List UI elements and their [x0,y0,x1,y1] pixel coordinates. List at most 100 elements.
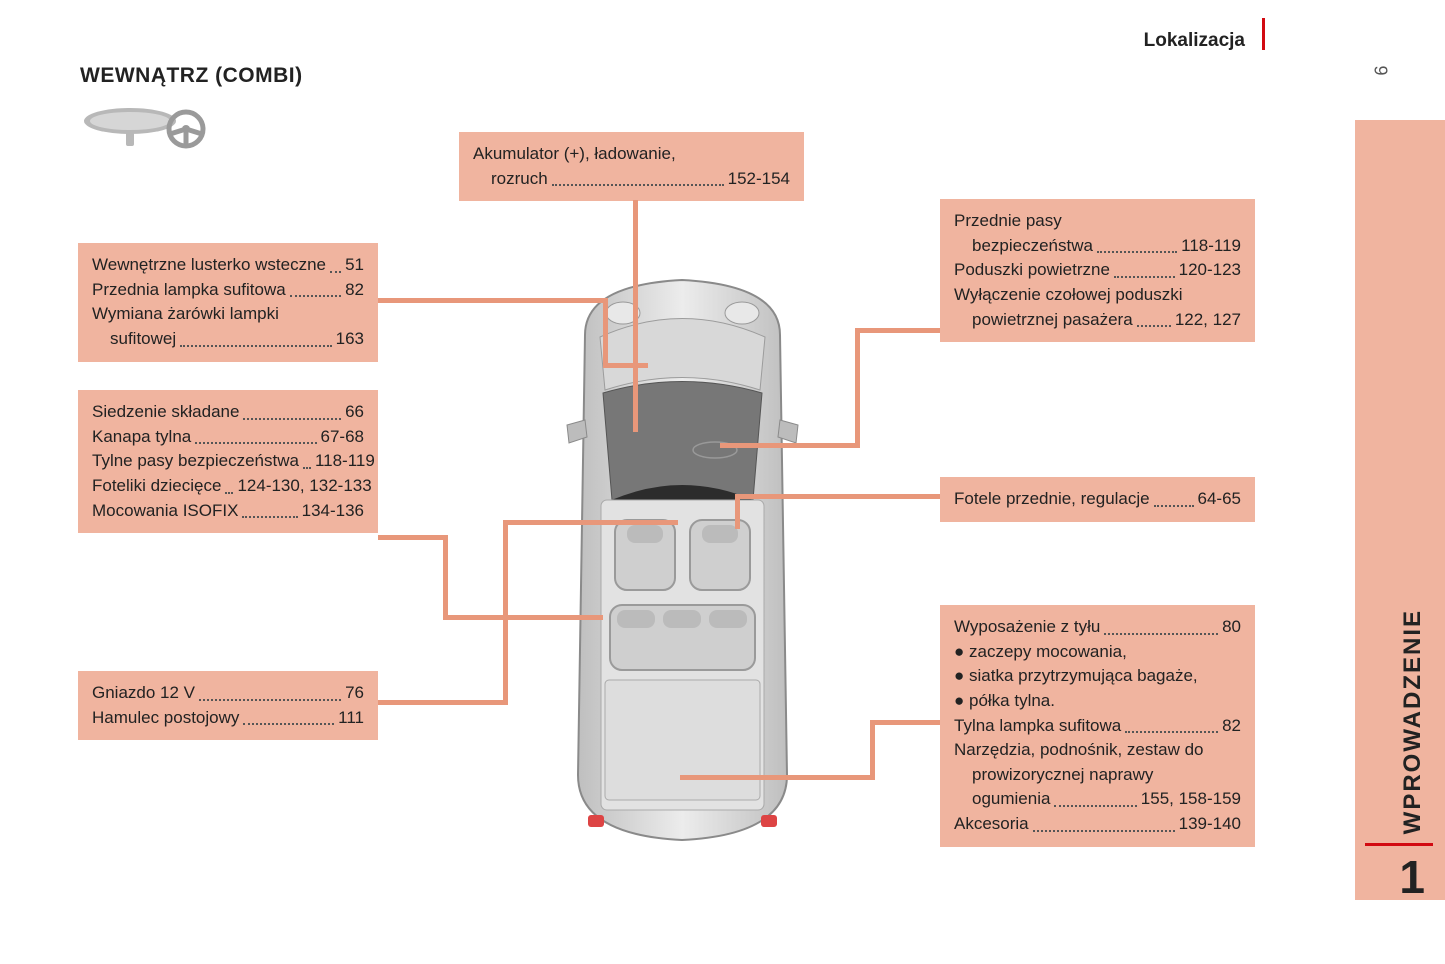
callout-line: Poduszki powietrzne120-123 [954,258,1241,283]
callout-line: Gniazdo 12 V 76 [92,681,364,706]
accent-bar [1262,18,1265,50]
callout-line: Wymiana żarówki lampki [92,302,364,327]
callout-text: sufitowej [92,327,176,352]
chapter-rule [1365,843,1433,846]
callout-line: Wewnętrzne lusterko wsteczne 51 [92,253,364,278]
dot-leader [303,449,311,469]
dot-leader [1054,787,1136,807]
dot-leader [330,253,341,273]
callout-left1: Wewnętrzne lusterko wsteczne51Przednia l… [78,243,378,362]
page-ref: 134-136 [302,499,364,524]
callout-line: ogumienia155, 158-159 [954,787,1241,812]
page-ref: 155, 158-159 [1141,787,1241,812]
leader-line [378,535,448,540]
callout-text: ● zaczepy mocowania, [954,640,1127,665]
callout-line: Tylne pasy bezpieczeństwa118-119 [92,449,364,474]
dot-leader [1033,812,1175,832]
callout-text: Akcesoria [954,812,1029,837]
callout-text: ● półka tylna. [954,689,1055,714]
callout-text: rozruch [473,167,548,192]
callout-right2: Fotele przednie, regulacje 64-65 [940,477,1255,522]
leader-line [855,328,860,448]
callout-right3: Wyposażenie z tyłu80● zaczepy mocowania,… [940,605,1255,847]
callout-left2: Siedzenie składane 66Kanapa tylna67-68Tyl… [78,390,378,533]
leader-line [378,700,508,705]
dot-leader [180,327,331,347]
callout-text: bezpieczeństwa [954,234,1093,259]
callout-text: Wyposażenie z tyłu [954,615,1100,640]
callout-line: Akumulator (+), ładowanie, [473,142,790,167]
callout-line: Hamulec postojowy111 [92,706,364,731]
callout-line: Akcesoria 139-140 [954,812,1241,837]
page-ref: 111 [338,706,364,731]
page-ref: 124-130, 132-133 [237,474,371,499]
dot-leader [1154,487,1194,507]
callout-line: Mocowania ISOFIX 134-136 [92,499,364,524]
dot-leader [1137,308,1171,328]
section-title: WEWNĄTRZ (COMBI) [80,64,303,88]
callout-text: Akumulator (+), ładowanie, [473,142,676,167]
callout-text: Tylne pasy bezpieczeństwa [92,449,299,474]
callout-text: Foteliki dziecięce [92,474,221,499]
callout-line: sufitowej 163 [92,327,364,352]
callout-line: Przednia lampka sufitowa 82 [92,278,364,303]
callout-line: Przednie pasy [954,209,1241,234]
dot-leader [195,425,316,445]
dot-leader [243,400,341,420]
callout-right1: Przednie pasybezpieczeństwa118-119Podusz… [940,199,1255,342]
callout-text: Fotele przednie, regulacje [954,487,1150,512]
callout-line: bezpieczeństwa118-119 [954,234,1241,259]
callout-line: Kanapa tylna67-68 [92,425,364,450]
dot-leader [225,474,233,494]
page-ref: 152-154 [728,167,790,192]
callout-text: Przednia lampka sufitowa [92,278,286,303]
callout-line: Narzędzia, podnośnik, zestaw do [954,738,1241,763]
callout-text: Wyłączenie czołowej poduszki [954,283,1183,308]
dot-leader [1125,714,1218,734]
callout-line: ● półka tylna. [954,689,1241,714]
page-ref: 64-65 [1198,487,1241,512]
callout-text: Gniazdo 12 V [92,681,195,706]
callout-line: Fotele przednie, regulacje 64-65 [954,487,1241,512]
callout-line: Wyłączenie czołowej poduszki [954,283,1241,308]
page-ref: 76 [345,681,364,706]
car-diagram [555,275,810,845]
page-ref: 163 [336,327,364,352]
page-ref: 118-119 [315,449,375,474]
leader-line [503,520,508,705]
dot-leader [1097,234,1177,254]
callout-text: Siedzenie składane [92,400,239,425]
callout-line: powietrznej pasażera122, 127 [954,308,1241,333]
page-ref: 82 [345,278,364,303]
callout-line: rozruch 152-154 [473,167,790,192]
callout-line: Tylna lampka sufitowa82 [954,714,1241,739]
page-ref: 66 [345,400,364,425]
callout-line: Foteliki dziecięce124-130, 132-133 [92,474,364,499]
leader-line [855,328,940,333]
page-ref: 51 [345,253,364,278]
mirror-icon [80,105,210,153]
callout-text: Przednie pasy [954,209,1062,234]
callout-text: Wewnętrzne lusterko wsteczne [92,253,326,278]
dot-leader [1114,258,1175,278]
dot-leader [242,499,297,519]
callout-text: Mocowania ISOFIX [92,499,238,524]
callout-text: Tylna lampka sufitowa [954,714,1121,739]
page-ref: 120-123 [1179,258,1241,283]
chapter-label: WPROWADZENIE [1399,609,1427,834]
callout-line: Wyposażenie z tyłu80 [954,615,1241,640]
callout-text: ● siatka przytrzymująca bagaże, [954,664,1198,689]
chapter-number: 1 [1399,850,1425,904]
page-ref: 139-140 [1179,812,1241,837]
callout-text: prowizorycznej naprawy [954,763,1153,788]
leader-line [443,535,448,620]
dot-leader [552,167,724,187]
callout-line: Siedzenie składane 66 [92,400,364,425]
callout-text: Wymiana żarówki lampki [92,302,279,327]
callout-line: ● zaczepy mocowania, [954,640,1241,665]
callout-top: Akumulator (+), ładowanie,rozruch 152-154 [459,132,804,201]
dot-leader [290,278,341,298]
dot-leader [243,706,334,726]
callout-line: prowizorycznej naprawy [954,763,1241,788]
page-ref: 67-68 [321,425,364,450]
